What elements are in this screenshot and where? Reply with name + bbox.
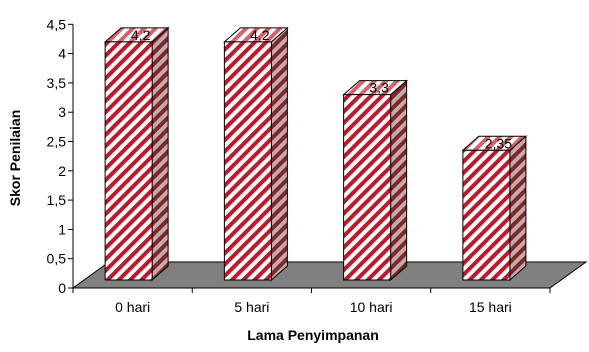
x-axis-title: Lama Penyimpanan: [247, 327, 379, 343]
bar: [223, 26, 289, 282]
y-tick-label: 2: [58, 163, 66, 179]
bar: [342, 79, 408, 282]
bar-side-face: [151, 26, 169, 282]
y-axis-title: Skor Penilaian: [7, 110, 23, 206]
y-tick-label: 3: [58, 104, 66, 120]
bar-side-face: [270, 26, 288, 282]
bar-front-face: [223, 41, 272, 281]
data-label: 4,2: [131, 27, 151, 43]
bar: [461, 135, 528, 282]
y-tick-label: 4,5: [47, 16, 67, 32]
bar: [103, 26, 170, 282]
bar-front-face: [343, 94, 392, 281]
bar-front-face: [462, 149, 511, 281]
bar-side-face: [390, 79, 408, 282]
y-tick-label: 3,5: [47, 75, 67, 91]
y-tick-label: 0,5: [47, 251, 67, 267]
data-label: 3,3: [369, 80, 389, 96]
x-tick-label: 15 hari: [469, 299, 512, 315]
y-tick-label: 1: [58, 221, 66, 237]
bar-front-face: [104, 41, 153, 281]
y-tick-label: 2,5: [47, 134, 67, 150]
data-label: 4,2: [250, 27, 270, 43]
x-tick-label: 0 hari: [115, 299, 150, 315]
y-tick-label: 0: [58, 280, 66, 296]
x-tick-label: 10 hari: [350, 299, 393, 315]
y-tick-label: 4: [58, 46, 66, 62]
x-tick-label: 5 hari: [234, 299, 269, 315]
bar-side-face: [509, 135, 527, 282]
data-label: 2,35: [485, 135, 512, 151]
y-tick-label: 1,5: [47, 192, 67, 208]
